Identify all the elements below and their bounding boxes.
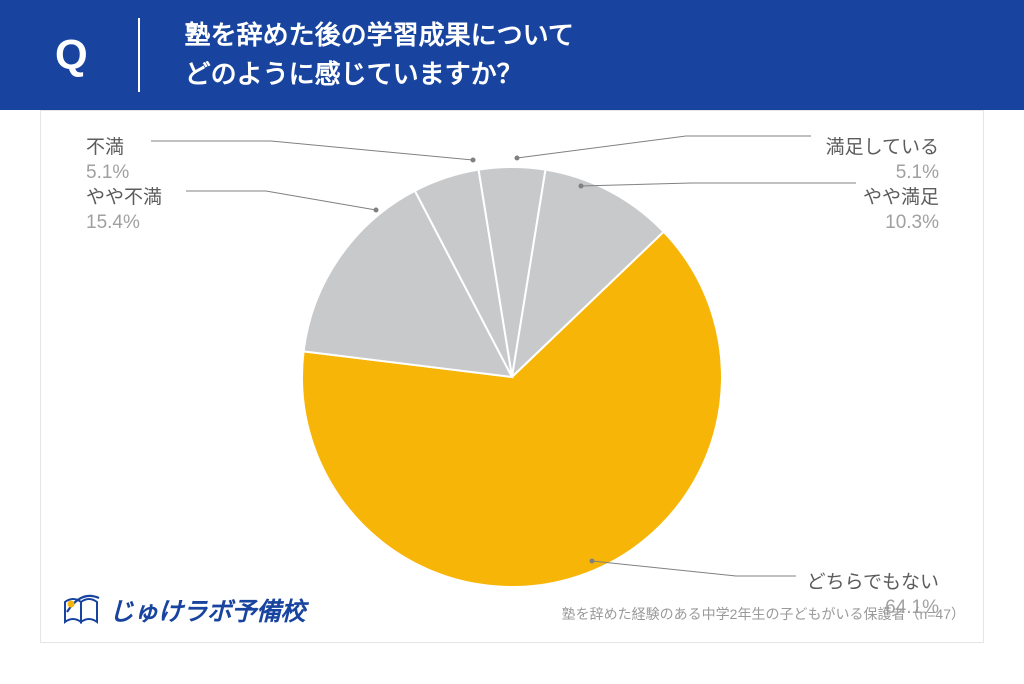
leader-line (517, 136, 811, 158)
slice-label: 不満5.1% (86, 136, 129, 185)
q-mark: Q (55, 31, 138, 79)
slice-label: 満足している5.1% (826, 136, 939, 185)
brand-text: じゅけラボ予備校 (109, 592, 305, 628)
slice-label: やや不満15.4% (86, 186, 162, 235)
brand-logo-icon (61, 592, 101, 628)
slice-label: やや満足10.3% (863, 186, 939, 235)
question-header: Q 塾を辞めた後の学習成果について どのように感じていますか？ (0, 0, 1024, 110)
pie-chart (300, 165, 724, 589)
question-text: 塾を辞めた後の学習成果について どのように感じていますか？ (140, 16, 574, 94)
brand: じゅけラボ予備校 (61, 592, 305, 628)
chart-area: 満足している5.1%やや満足10.3%どちらでもない64.1%やや不満15.4%… (40, 110, 984, 643)
leader-line (151, 141, 473, 160)
footnote: 塾を辞めた経験のある中学2年生の子どもがいる保護者（n=47） (562, 604, 965, 624)
